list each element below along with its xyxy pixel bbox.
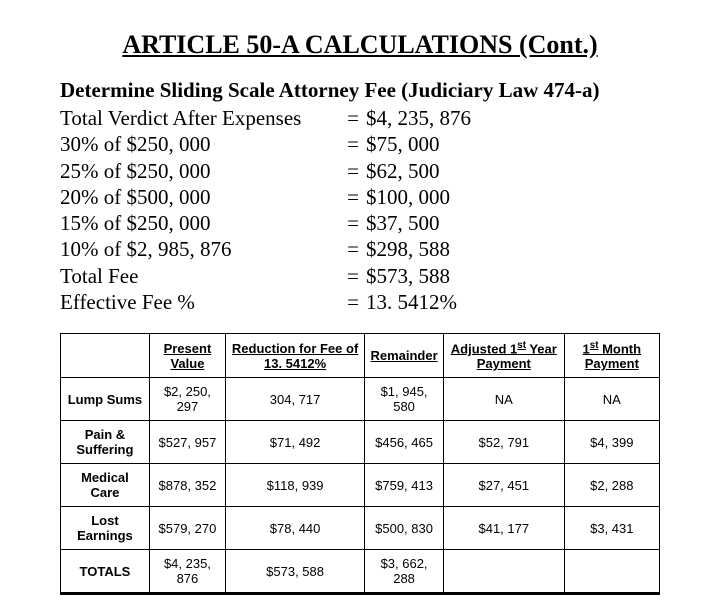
table-cell: $2, 288 [564, 464, 659, 507]
table-cell: $1, 945, 580 [365, 378, 444, 421]
calc-label: 20% of $500, 000 [60, 184, 340, 210]
row-label: Medical Care [61, 464, 150, 507]
calc-label: 10% of $2, 985, 876 [60, 236, 340, 262]
table-cell: $3, 662, 288 [365, 550, 444, 594]
calc-row-list: Total Verdict After Expenses=$4, 235, 87… [60, 105, 660, 315]
table-cell: $4, 235, 876 [149, 550, 225, 594]
table-cell: $527, 957 [149, 421, 225, 464]
table-header: Reduction for Fee of 13. 5412% [226, 334, 365, 378]
equals-sign: = [340, 236, 366, 262]
table-row: Medical Care$878, 352$118, 939$759, 413$… [61, 464, 660, 507]
table-header [61, 334, 150, 378]
calc-label: 15% of $250, 000 [60, 210, 340, 236]
table-cell: $573, 588 [226, 550, 365, 594]
equals-sign: = [340, 131, 366, 157]
row-label: TOTALS [61, 550, 150, 594]
table-cell: $456, 465 [365, 421, 444, 464]
calc-row: Effective Fee %=13. 5412% [60, 289, 660, 315]
table-header: Present Value [149, 334, 225, 378]
calc-value: $62, 500 [366, 158, 660, 184]
table-header: Adjusted 1st Year Payment [443, 334, 564, 378]
calc-value: $573, 588 [366, 263, 660, 289]
equals-sign: = [340, 105, 366, 131]
row-label: Pain & Suffering [61, 421, 150, 464]
table-cell: $4, 399 [564, 421, 659, 464]
calc-value: $100, 000 [366, 184, 660, 210]
calc-label: 25% of $250, 000 [60, 158, 340, 184]
table-cell: $52, 791 [443, 421, 564, 464]
calc-row: 15% of $250, 000=$37, 500 [60, 210, 660, 236]
calc-value: $298, 588 [366, 236, 660, 262]
table-cell: $71, 492 [226, 421, 365, 464]
calc-value: $37, 500 [366, 210, 660, 236]
table-header: 1st Month Payment [564, 334, 659, 378]
table-cell: $759, 413 [365, 464, 444, 507]
table-row: Lost Earnings$579, 270$78, 440$500, 830$… [61, 507, 660, 550]
page-title: ARTICLE 50-A CALCULATIONS (Cont.) [60, 30, 660, 60]
table-cell: NA [443, 378, 564, 421]
equals-sign: = [340, 210, 366, 236]
calc-row: 30% of $250, 000=$75, 000 [60, 131, 660, 157]
table-row: Pain & Suffering$527, 957$71, 492$456, 4… [61, 421, 660, 464]
table-cell: $41, 177 [443, 507, 564, 550]
calc-row: Total Verdict After Expenses=$4, 235, 87… [60, 105, 660, 131]
table-header: Remainder [365, 334, 444, 378]
table-cell [443, 550, 564, 594]
table-cell [564, 550, 659, 594]
table-cell: NA [564, 378, 659, 421]
table-cell: $878, 352 [149, 464, 225, 507]
table-cell: $2, 250, 297 [149, 378, 225, 421]
data-table: Present ValueReduction for Fee of 13. 54… [60, 333, 660, 595]
calc-label: Total Fee [60, 263, 340, 289]
table-row: TOTALS$4, 235, 876$573, 588$3, 662, 288 [61, 550, 660, 594]
equals-sign: = [340, 263, 366, 289]
table-cell: $78, 440 [226, 507, 365, 550]
calc-value: 13. 5412% [366, 289, 660, 315]
calc-value: $75, 000 [366, 131, 660, 157]
calc-label: Effective Fee % [60, 289, 340, 315]
calc-row: 10% of $2, 985, 876=$298, 588 [60, 236, 660, 262]
table-cell: 304, 717 [226, 378, 365, 421]
calc-label: Total Verdict After Expenses [60, 105, 340, 131]
table-cell: $27, 451 [443, 464, 564, 507]
calc-label: 30% of $250, 000 [60, 131, 340, 157]
table-cell: $579, 270 [149, 507, 225, 550]
calc-row: Total Fee=$573, 588 [60, 263, 660, 289]
calc-row: 25% of $250, 000=$62, 500 [60, 158, 660, 184]
row-label: Lost Earnings [61, 507, 150, 550]
equals-sign: = [340, 158, 366, 184]
equals-sign: = [340, 289, 366, 315]
table-cell: $500, 830 [365, 507, 444, 550]
subheading: Determine Sliding Scale Attorney Fee (Ju… [60, 78, 660, 103]
table-cell: $3, 431 [564, 507, 659, 550]
equals-sign: = [340, 184, 366, 210]
table-cell: $118, 939 [226, 464, 365, 507]
calc-value: $4, 235, 876 [366, 105, 660, 131]
calc-row: 20% of $500, 000=$100, 000 [60, 184, 660, 210]
table-row: Lump Sums$2, 250, 297304, 717$1, 945, 58… [61, 378, 660, 421]
row-label: Lump Sums [61, 378, 150, 421]
